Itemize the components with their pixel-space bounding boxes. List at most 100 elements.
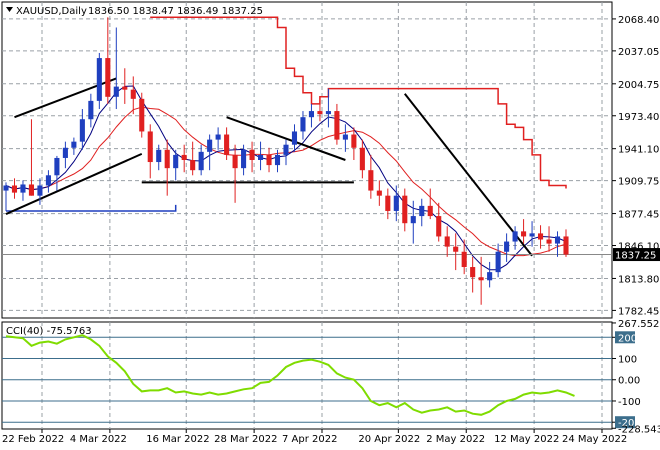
symbol-title: XAUUSD,Daily [16,6,87,17]
candle-body [334,111,340,140]
cci-level-box [615,416,635,429]
trend-line [5,152,143,215]
price-tick-label: 2037.05 [618,47,659,58]
price-tick-label: 1846.10 [618,242,659,253]
candle-body [538,233,544,240]
candle-body [283,144,289,155]
price-tick-label: 2004.75 [618,80,659,91]
candle-body [342,134,348,140]
candle-body [376,190,382,196]
candle-body [291,131,298,145]
candle-body [20,184,26,193]
trend-line [226,116,346,161]
candle-body [266,154,272,166]
candle-body [45,175,51,186]
candle-body [249,149,255,160]
cci-line [5,334,575,416]
time-tick-label: 7 Apr 2022 [282,434,337,445]
price-panel [1,1,613,319]
price-tick-label: 1909.75 [618,177,659,188]
price-tick-label: 1973.40 [618,112,659,123]
time-tick-label: 4 Mar 2022 [70,434,127,445]
cci-panel [1,321,613,430]
candle-body [88,100,94,120]
candle-body [139,98,145,132]
cci-tick-label: 267.5525 [618,319,660,330]
candle-body [563,236,569,255]
candle-body [96,58,102,101]
current-price-marker: 1837.25 [613,248,660,262]
time-tick-label: 24 May 2022 [562,434,627,445]
time-tick-label: 22 Feb 2022 [2,434,64,445]
candle-body [368,170,374,191]
time-tick-label: 16 Mar 2022 [146,434,209,445]
candle-body [224,134,230,155]
candle-body [410,216,416,224]
time-tick-label: 28 Mar 2022 [214,434,277,445]
candle-body [207,139,213,152]
candles [3,17,569,305]
time-tick-label: 20 Apr 2022 [358,434,420,445]
candle-body [393,195,399,211]
cci-title: CCI(40) -75.5763 [6,326,92,337]
candle-body [62,147,68,158]
candle-body [554,236,561,244]
candle-body [427,205,433,217]
candle-body [241,149,247,169]
candle-body [54,157,60,176]
time-tick-label: 12 May 2022 [494,434,559,445]
candle-body [11,185,18,193]
price-tick-label: 1782.45 [618,306,659,317]
candle-body [453,246,459,252]
cci-tick-label: -228.5432 [618,424,660,435]
current-price-box [613,248,660,262]
cci-level-box [615,331,635,344]
candle-body [105,58,111,97]
price-tick-label: 2068.40 [618,15,659,26]
candle-body [317,111,323,115]
candle-body [402,195,408,224]
candle-body [359,147,365,171]
time-axis: 22 Feb 2022 4 Mar 2022 16 Mar 2022 28 Mar 2… [2,429,627,445]
candle-body [147,131,153,163]
candle-body [258,154,264,160]
candle-body [181,154,187,160]
trend-line [404,93,533,257]
lower-channel-line [6,204,177,212]
candle-body [215,134,221,140]
candle-body [495,251,501,273]
candle-body [130,89,136,99]
candle-body [79,119,85,142]
collapse-triangle-icon [6,7,13,12]
candle-body [461,251,467,268]
candle-body [444,236,450,247]
chart-header: XAUUSD,Daily 1836.50 1838.47 1836.49 183… [6,6,263,17]
candle-body [385,195,391,211]
upper-channel-line [150,16,567,189]
candle-body [274,154,281,166]
price-axis: 2068.40 2037.05 2004.75 1973.40 1941.10 1909.… [612,15,659,317]
candle-body [37,185,43,196]
candle-body [487,272,493,281]
candle-body [325,111,331,115]
candle-body [173,154,179,169]
candle-body [113,86,119,97]
cci-tick-label: 0.00 [618,376,640,387]
candle-body [351,134,357,148]
candle-body [71,141,77,148]
ohlc-readout: 1836.50 1838.47 1836.49 1837.25 [88,6,263,17]
cci-axis: 267.5525 200 100 0.00 -100 -200-228.5432 [612,319,660,435]
candle-body [521,231,527,237]
candle-body [300,117,306,132]
cci-tick-label: -200 [618,418,641,429]
candle-body [156,149,162,163]
candle-body [529,233,535,237]
cci-series-line [5,334,575,416]
candle-body [436,216,442,237]
candle-body [504,241,510,252]
candle-body [470,267,476,278]
price-tick-label: 1941.10 [618,145,659,156]
price-tick-label: 1877.45 [618,210,659,221]
candle-body [546,239,552,244]
